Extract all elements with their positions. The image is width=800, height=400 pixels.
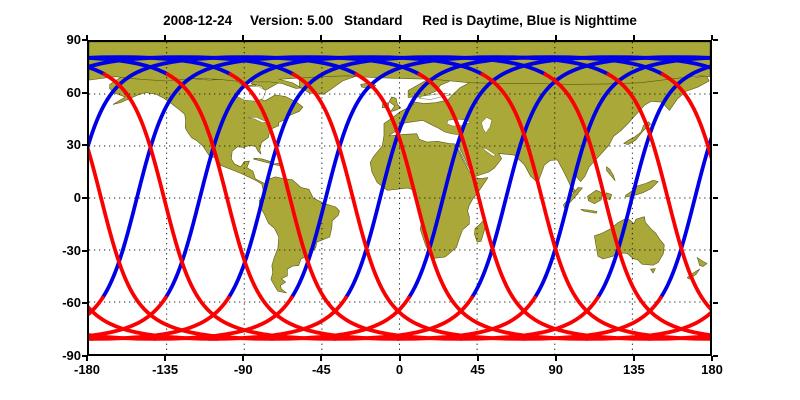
x-tick-label: -180: [73, 362, 101, 377]
axis-tick: [320, 356, 323, 361]
axis-tick: [711, 356, 713, 361]
daytime-track: [647, 333, 710, 341]
daytime-track: [417, 72, 652, 341]
axis-tick: [82, 39, 87, 41]
title-version: Version: 5.00: [249, 13, 334, 28]
title-legend: Red is Daytime, Blue is Nighttime: [422, 13, 637, 28]
daytime-track: [270, 295, 411, 341]
daytime-track: [165, 72, 400, 341]
axis-tick: [82, 302, 87, 305]
axis-tick: [713, 302, 718, 305]
y-tick-label: 90: [66, 32, 81, 47]
x-tick-label: 180: [701, 362, 723, 377]
landmass: [696, 257, 708, 267]
axis-tick: [82, 197, 87, 199]
axis-tick: [82, 91, 87, 94]
daytime-track: [207, 295, 348, 341]
title-product: Standard: [344, 13, 403, 28]
x-tick-label: 90: [548, 362, 563, 377]
landmass: [587, 189, 603, 205]
x-tick-label: 45: [470, 362, 485, 377]
daytime-track: [228, 72, 463, 341]
axis-tick: [713, 91, 718, 94]
chart-title: 2008-12-24 Version: 5.00 Standard Red is…: [0, 13, 800, 28]
axis-tick: [82, 355, 87, 357]
daytime-track: [354, 72, 589, 341]
x-tick-label: 135: [623, 362, 645, 377]
y-tick-label: -90: [62, 348, 81, 363]
daytime-track: [585, 311, 710, 341]
nighttime-track: [289, 55, 611, 300]
axis-tick: [713, 144, 718, 147]
axis-tick: [476, 356, 479, 361]
daytime-track: [102, 72, 337, 341]
daytime-track: [480, 72, 710, 341]
axis-tick: [554, 35, 557, 40]
x-tick-label: -135: [152, 362, 179, 377]
nighttime-track: [163, 55, 485, 300]
nighttime-track: [226, 55, 548, 300]
daytime-track: [89, 295, 105, 317]
world-map-svg: [89, 42, 710, 354]
landmass: [253, 157, 273, 164]
nighttime-track: [89, 55, 296, 77]
title-date: 2008-12-24: [163, 13, 233, 28]
x-tick-label: 0: [395, 362, 404, 377]
axis-tick: [320, 35, 323, 40]
y-tick-label: 30: [66, 137, 81, 153]
y-tick-label: 0: [73, 190, 81, 205]
daytime-track: [89, 295, 168, 338]
axis-tick: [554, 356, 557, 361]
axis-tick: [713, 39, 718, 41]
daytime-track: [89, 295, 231, 341]
axis-tick: [711, 35, 713, 40]
axis-tick: [164, 35, 167, 40]
y-tick-label: -60: [62, 295, 81, 311]
landmass: [594, 216, 665, 266]
x-tick-label: -45: [311, 362, 331, 377]
daytime-tracks: [89, 72, 710, 341]
daytime-track: [522, 295, 663, 341]
axis-tick: [713, 355, 718, 357]
landmass: [606, 166, 616, 181]
daytime-track: [333, 295, 474, 341]
nighttime-track: [100, 55, 422, 300]
daytime-track: [89, 146, 274, 341]
axis-tick: [82, 249, 87, 252]
daytime-track: [543, 72, 710, 337]
landmass: [625, 180, 659, 198]
water-body: [481, 146, 496, 157]
axis-tick: [632, 35, 635, 40]
y-tick-label: -30: [62, 242, 81, 258]
axis-tick: [398, 356, 401, 361]
daytime-track: [89, 336, 94, 341]
axis-tick: [476, 35, 479, 40]
daytime-track: [152, 295, 294, 341]
plot-area: [87, 40, 712, 356]
daytime-track: [606, 72, 710, 311]
y-tick-label: 60: [66, 84, 81, 100]
axis-tick: [632, 356, 635, 361]
daytime-track: [660, 72, 710, 160]
axis-tick: [713, 249, 718, 252]
axis-tick: [82, 144, 87, 147]
water-body: [481, 117, 493, 134]
axis-tick: [86, 356, 88, 361]
axis-tick: [164, 356, 167, 361]
landmass: [109, 74, 340, 294]
daytime-track: [459, 295, 600, 341]
x-tick-label: -90: [233, 362, 253, 377]
axis-tick: [86, 35, 88, 40]
axis-tick: [242, 35, 245, 40]
axis-tick: [242, 356, 245, 361]
landmass: [580, 208, 598, 214]
axis-tick: [398, 35, 401, 40]
landmass: [650, 268, 656, 274]
axis-tick: [713, 197, 718, 199]
daytime-track: [396, 295, 537, 341]
landmass: [388, 96, 402, 112]
daytime-track: [291, 72, 526, 341]
nighttime-track: [89, 55, 359, 150]
